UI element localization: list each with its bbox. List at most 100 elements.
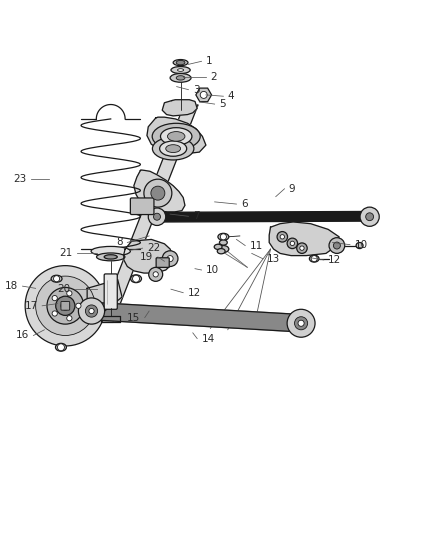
FancyBboxPatch shape [61, 302, 70, 310]
Ellipse shape [91, 246, 131, 256]
Polygon shape [147, 117, 206, 154]
Text: 3: 3 [193, 85, 199, 95]
Circle shape [25, 265, 106, 346]
Circle shape [144, 179, 172, 207]
Ellipse shape [56, 343, 67, 351]
Circle shape [329, 238, 345, 253]
Text: 6: 6 [241, 199, 247, 209]
Text: 16: 16 [16, 330, 29, 341]
Ellipse shape [131, 275, 141, 282]
Polygon shape [124, 239, 173, 273]
Ellipse shape [96, 253, 125, 261]
Circle shape [53, 276, 60, 282]
Circle shape [61, 302, 70, 310]
Polygon shape [157, 212, 370, 222]
Circle shape [287, 238, 297, 248]
Text: 2: 2 [210, 71, 217, 82]
Ellipse shape [167, 132, 185, 141]
Text: 11: 11 [250, 240, 263, 251]
Circle shape [360, 207, 379, 227]
Ellipse shape [218, 246, 229, 253]
Ellipse shape [214, 244, 222, 249]
Circle shape [78, 298, 105, 324]
Text: 4: 4 [228, 91, 234, 101]
Text: 18: 18 [5, 281, 18, 291]
Text: 19: 19 [140, 252, 153, 262]
Ellipse shape [51, 275, 62, 282]
Ellipse shape [218, 233, 229, 240]
Circle shape [153, 272, 158, 277]
Polygon shape [269, 222, 339, 256]
Circle shape [167, 256, 173, 262]
Ellipse shape [171, 67, 190, 74]
Circle shape [200, 92, 207, 99]
Text: 23: 23 [14, 174, 27, 184]
Ellipse shape [166, 144, 180, 152]
Text: 21: 21 [60, 248, 73, 259]
Ellipse shape [159, 141, 187, 156]
Circle shape [149, 268, 162, 281]
Circle shape [220, 234, 226, 240]
Circle shape [294, 317, 307, 330]
Circle shape [52, 295, 57, 301]
Circle shape [67, 290, 72, 296]
Circle shape [52, 311, 57, 316]
Circle shape [280, 235, 285, 239]
Text: 20: 20 [57, 284, 71, 294]
Circle shape [287, 309, 315, 337]
Ellipse shape [176, 60, 185, 65]
Circle shape [277, 231, 288, 242]
Text: 5: 5 [219, 99, 226, 109]
Circle shape [300, 246, 304, 251]
Circle shape [297, 243, 307, 253]
Text: 10: 10 [354, 240, 367, 249]
Polygon shape [134, 170, 185, 212]
Ellipse shape [152, 123, 200, 149]
Circle shape [148, 208, 166, 225]
Text: 12: 12 [328, 255, 341, 265]
Ellipse shape [176, 76, 185, 80]
Circle shape [298, 320, 304, 326]
Ellipse shape [104, 255, 117, 259]
Text: 7: 7 [193, 211, 199, 221]
Ellipse shape [177, 69, 184, 71]
Circle shape [67, 316, 72, 321]
Circle shape [57, 344, 64, 351]
Circle shape [47, 287, 84, 324]
Polygon shape [87, 280, 122, 314]
Circle shape [133, 275, 140, 282]
Circle shape [76, 303, 81, 309]
Circle shape [311, 256, 317, 262]
FancyBboxPatch shape [104, 274, 117, 309]
Circle shape [290, 241, 294, 246]
Text: 12: 12 [187, 288, 201, 298]
Circle shape [162, 251, 178, 266]
Circle shape [366, 213, 374, 221]
Ellipse shape [356, 243, 363, 248]
Circle shape [153, 213, 160, 220]
Ellipse shape [160, 128, 192, 145]
Ellipse shape [170, 74, 191, 82]
Ellipse shape [309, 255, 319, 262]
Text: 22: 22 [147, 243, 160, 253]
Polygon shape [162, 100, 197, 116]
Ellipse shape [173, 60, 188, 66]
Ellipse shape [217, 248, 225, 254]
FancyBboxPatch shape [156, 258, 169, 268]
Circle shape [333, 242, 340, 249]
Circle shape [56, 296, 75, 316]
Circle shape [151, 186, 165, 200]
Circle shape [35, 276, 95, 335]
Text: 9: 9 [289, 184, 296, 194]
Polygon shape [91, 302, 302, 332]
Text: 13: 13 [267, 254, 280, 264]
Circle shape [85, 305, 98, 317]
Polygon shape [99, 105, 198, 322]
Text: 10: 10 [206, 265, 219, 275]
Ellipse shape [219, 240, 227, 245]
Text: 8: 8 [117, 238, 123, 247]
Text: 14: 14 [201, 334, 215, 344]
Circle shape [89, 309, 94, 313]
Text: 1: 1 [206, 56, 212, 66]
Text: 15: 15 [127, 312, 141, 322]
